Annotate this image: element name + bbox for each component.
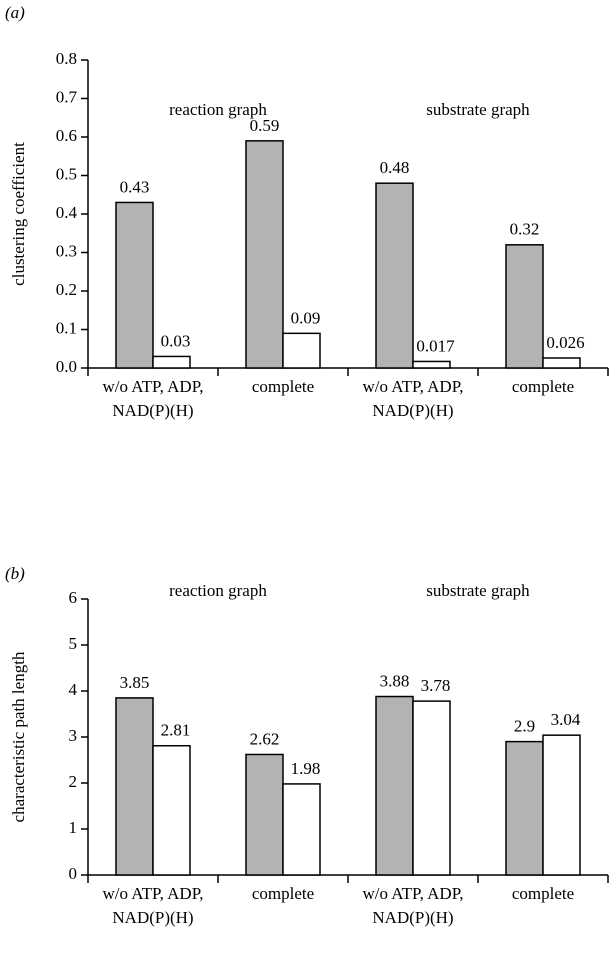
x-tick-label: w/o ATP, ADP,	[362, 884, 463, 903]
x-tick-label: NAD(P)(H)	[112, 401, 193, 420]
bar	[282, 783, 321, 876]
x-tick-label: w/o ATP, ADP,	[102, 884, 203, 903]
bar	[542, 357, 581, 369]
panel-label: (b)	[5, 564, 25, 583]
bar	[505, 244, 544, 369]
value-label: 0.48	[380, 158, 410, 177]
bar	[152, 355, 191, 369]
group-label: reaction graph	[169, 581, 267, 600]
y-tick-label: 0.5	[56, 164, 77, 183]
y-tick-label: 0.1	[56, 318, 77, 337]
value-label: 3.04	[551, 710, 581, 729]
x-tick-label: complete	[512, 377, 574, 396]
y-tick-label: 0.4	[56, 203, 78, 222]
value-label: 1.98	[291, 759, 321, 778]
x-tick-label: w/o ATP, ADP,	[102, 377, 203, 396]
y-tick-label: 0.6	[56, 126, 77, 145]
y-tick-label: 0.0	[56, 357, 77, 376]
value-label: 3.88	[380, 671, 410, 690]
group-label: reaction graph	[169, 100, 267, 119]
y-tick-label: 0.3	[56, 241, 77, 260]
group-label: substrate graph	[426, 100, 530, 119]
x-tick-label: w/o ATP, ADP,	[362, 377, 463, 396]
value-label: 0.026	[546, 333, 584, 352]
y-axis-label: clustering coefficient	[9, 142, 28, 286]
bar	[115, 697, 154, 876]
y-tick-label: 0.7	[56, 87, 78, 106]
value-label: 0.43	[120, 177, 150, 196]
y-tick-label: 6	[69, 588, 78, 607]
y-tick-label: 0.2	[56, 280, 77, 299]
bar	[412, 360, 451, 369]
bar	[412, 700, 451, 876]
bar	[245, 753, 284, 876]
group-label: substrate graph	[426, 581, 530, 600]
value-label: 2.81	[161, 721, 191, 740]
value-label: 0.09	[291, 308, 321, 327]
x-tick-label: complete	[252, 884, 314, 903]
y-axis-label: characteristic path length	[9, 651, 28, 822]
x-tick-label: complete	[252, 377, 314, 396]
bar	[375, 182, 414, 369]
x-tick-label: NAD(P)(H)	[372, 401, 453, 420]
x-tick-label: NAD(P)(H)	[372, 908, 453, 927]
y-tick-label: 0.8	[56, 49, 77, 68]
bar	[152, 744, 191, 876]
y-tick-label: 4	[69, 680, 78, 699]
bar	[115, 201, 154, 369]
y-tick-label: 5	[69, 634, 78, 653]
value-label: 0.59	[250, 116, 280, 135]
value-label: 3.85	[120, 673, 150, 692]
value-label: 2.62	[250, 729, 280, 748]
bar	[505, 740, 544, 876]
y-tick-label: 0	[69, 864, 78, 883]
x-tick-label: NAD(P)(H)	[112, 908, 193, 927]
panel-label: (a)	[5, 3, 25, 22]
bar	[245, 140, 284, 369]
bar	[375, 695, 414, 876]
value-label: 0.017	[416, 336, 455, 355]
y-tick-label: 3	[69, 726, 78, 745]
value-label: 0.03	[161, 331, 191, 350]
y-tick-label: 1	[69, 818, 78, 837]
value-label: 2.9	[514, 717, 535, 736]
y-tick-label: 2	[69, 772, 78, 791]
value-label: 3.78	[421, 676, 451, 695]
bar	[282, 332, 321, 369]
value-label: 0.32	[510, 220, 540, 239]
bar	[542, 734, 581, 876]
x-tick-label: complete	[512, 884, 574, 903]
